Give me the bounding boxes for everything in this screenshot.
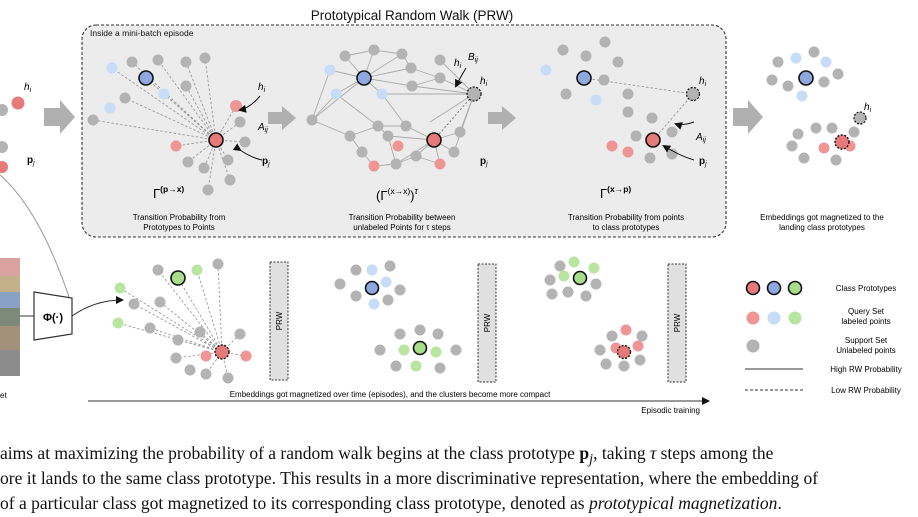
prw-box-3-label: PRW <box>673 313 682 332</box>
prw-box-1-label: PRW <box>275 311 284 330</box>
result-blue-prototype <box>798 70 814 86</box>
prw-box-2-label: PRW <box>483 313 492 332</box>
bottom2-green-prototype <box>412 340 428 356</box>
stage1-desc-1: Transition Probability from <box>133 213 226 222</box>
legend-high-rw: High RW Probability <box>830 365 901 374</box>
input-images <box>0 258 20 376</box>
bottom-cluster-2 <box>334 260 462 374</box>
flow-arrow-3 <box>488 106 516 130</box>
prw-figure: Prototypical Random Walk (PRW) Inside a … <box>0 8 902 415</box>
bottom2-blue-prototype <box>364 280 380 296</box>
flow-arrow-4 <box>733 100 763 134</box>
stage2-b-label: Bij <box>468 52 478 64</box>
stage3-red-prototype <box>645 132 661 148</box>
result-red-prototype <box>834 134 850 150</box>
bottom1-green-prototype <box>170 270 186 286</box>
stage3-a-label: Aij <box>695 132 706 144</box>
result-cluster <box>766 46 867 166</box>
stage3-formula: Γ(x→p) <box>600 184 631 201</box>
bottom-cluster-3 <box>544 256 648 372</box>
bottom3-green-prototype <box>572 270 588 286</box>
stage1-a-label: Aij <box>257 122 268 134</box>
bottom-cluster-1 <box>112 258 252 384</box>
stage3-blue-prototype <box>576 70 592 86</box>
stage2-h-point <box>466 86 482 102</box>
legend-query-2: labeled points <box>841 317 890 326</box>
stage1-red-prototype <box>208 132 224 148</box>
legend-low-rw: Low RW Probability <box>831 386 901 395</box>
result-desc-1: Embeddings got magnetized to the <box>760 213 884 222</box>
stage2-points <box>306 44 482 172</box>
bottom-cluster-1-edges <box>117 263 247 379</box>
left-cut-label: et <box>0 391 7 400</box>
stage2-desc-2: unlabeled Points for τ steps <box>353 223 450 232</box>
legend-class-prototypes: Class Prototypes <box>836 284 896 293</box>
stage2-h-label: hi <box>454 58 462 70</box>
stage1-h-label: hi <box>258 82 266 94</box>
stage1-desc-2: Prototypes to Points <box>143 223 215 232</box>
stage2-formula: (Γ(x→x))τ <box>376 186 419 203</box>
result-h-label: hi <box>864 102 872 114</box>
stage3-p-label: pj <box>699 156 707 168</box>
stage1-points <box>87 52 251 196</box>
legend: Class Prototypes Query Set labeled point… <box>745 280 902 395</box>
legend-support-2: Unlabeled points <box>836 346 896 355</box>
left-p-label: pj <box>27 155 35 167</box>
left-cluster <box>0 96 71 301</box>
episodic-training-label: Episodic training <box>641 406 700 415</box>
flow-arrow-2 <box>268 106 296 130</box>
flow-arrow-1 <box>44 100 75 134</box>
stage3-desc-2: to class prototypes <box>593 223 660 232</box>
result-desc-2: landing class prototypes <box>779 223 865 232</box>
legend-support-1: Support Set <box>845 336 888 345</box>
legend-query-1: Query Set <box>848 307 885 316</box>
stage2-red-prototype <box>426 132 442 148</box>
caption-line-3: of a particular class got magnetized to … <box>0 493 782 513</box>
stage1-formula: Γ(p→x) <box>153 184 184 201</box>
phi-label: Φ(·) <box>43 312 63 324</box>
episode-box-label: Inside a mini-batch episode <box>90 28 194 38</box>
stage2-p-label: pj <box>480 156 488 168</box>
phi-encoder <box>33 291 73 341</box>
stage2-h2-label: hi <box>480 76 488 88</box>
bottom3-red-prototype <box>616 344 632 360</box>
figure-title: Prototypical Random Walk (PRW) <box>311 8 514 23</box>
stage1-p-label: pj <box>262 156 270 168</box>
stage3-points <box>540 36 701 164</box>
bottom1-red-prototype <box>214 344 230 360</box>
prw-box-3 <box>667 263 687 383</box>
prw-box-2 <box>477 263 497 383</box>
left-h-label: hi <box>24 82 32 94</box>
stage2-desc-1: Transition Probability between <box>349 213 456 222</box>
stage3-h-point <box>685 86 701 102</box>
stage3-desc-1: Transition Probability from points <box>568 213 684 222</box>
caption-line-1: aims at maximizing the probability of a … <box>0 443 774 468</box>
caption-line-2: ore it lands to the same class prototype… <box>0 468 819 488</box>
stage2-blue-prototype <box>356 70 372 86</box>
timeline-text: Embeddings got magnetized over time (epi… <box>230 390 551 399</box>
prw-box-1 <box>269 261 289 381</box>
stage1-blue-prototype <box>138 70 154 86</box>
result-h-point <box>853 111 867 125</box>
stage3-h-label: hi <box>699 76 707 88</box>
